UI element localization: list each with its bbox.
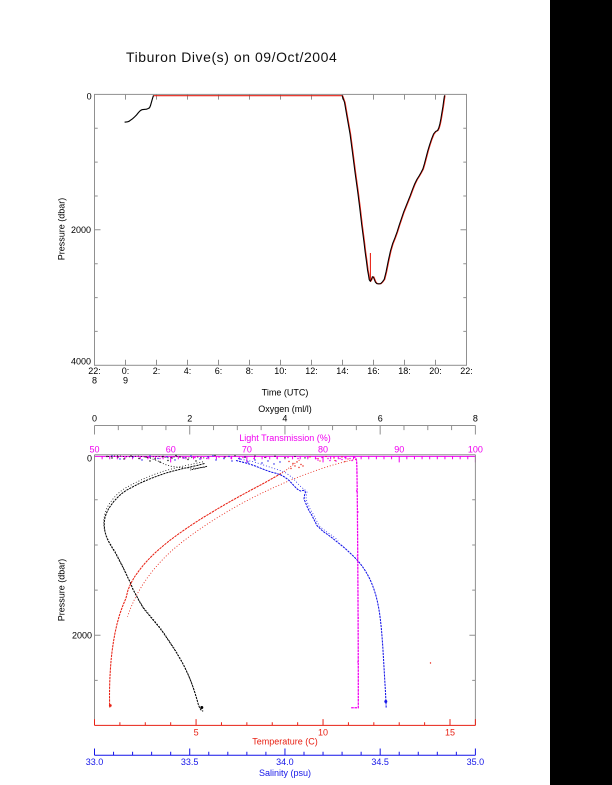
svg-text:18:: 18: [398, 366, 411, 376]
svg-text:70: 70 [242, 444, 252, 454]
svg-text:22:: 22: [460, 366, 473, 376]
svg-text:33.5: 33.5 [181, 757, 199, 767]
svg-text:2000: 2000 [72, 630, 92, 640]
svg-text:Temperature (C): Temperature (C) [252, 737, 318, 747]
svg-text:0: 0 [87, 91, 92, 101]
svg-text:16:: 16: [367, 366, 380, 376]
svg-text:0: 0 [87, 453, 92, 463]
svg-text:34.5: 34.5 [371, 757, 389, 767]
svg-text:2: 2 [187, 414, 192, 424]
svg-text:80: 80 [318, 444, 328, 454]
svg-text:12:: 12: [305, 366, 318, 376]
svg-text:6: 6 [378, 414, 383, 424]
svg-text:4: 4 [282, 414, 287, 424]
svg-text:Light Transmission (%): Light Transmission (%) [239, 433, 331, 443]
svg-text:90: 90 [394, 444, 404, 454]
svg-text:15: 15 [445, 727, 455, 737]
svg-text:35.0: 35.0 [467, 757, 485, 767]
svg-text:14:: 14: [336, 366, 349, 376]
svg-text:8: 8 [92, 376, 97, 386]
svg-text:Pressure (dbar): Pressure (dbar) [57, 559, 67, 622]
svg-text:5: 5 [194, 727, 199, 737]
svg-text:22:: 22: [88, 366, 101, 376]
svg-text:4000: 4000 [71, 357, 91, 367]
svg-text:50: 50 [89, 444, 99, 454]
svg-text:Tiburon Dive(s) on 09/Oct/2004: Tiburon Dive(s) on 09/Oct/2004 [126, 49, 337, 65]
svg-text:Time (UTC): Time (UTC) [262, 388, 309, 398]
svg-text:100: 100 [468, 444, 483, 454]
svg-text:8: 8 [473, 414, 478, 424]
svg-text:Salinity (psu): Salinity (psu) [259, 768, 311, 778]
svg-text:20:: 20: [429, 366, 442, 376]
svg-text:34.0: 34.0 [276, 757, 294, 767]
svg-text:6:: 6: [215, 366, 223, 376]
svg-text:2000: 2000 [71, 225, 91, 235]
svg-text:Pressure (dbar): Pressure (dbar) [57, 198, 67, 261]
svg-text:10: 10 [318, 727, 328, 737]
svg-text:33.0: 33.0 [86, 757, 104, 767]
svg-text:10:: 10: [274, 366, 287, 376]
svg-text:8:: 8: [246, 366, 254, 376]
svg-text:Oxygen (ml/l): Oxygen (ml/l) [258, 404, 312, 414]
svg-text:0:: 0: [122, 366, 130, 376]
svg-text:2:: 2: [153, 366, 161, 376]
svg-text:4:: 4: [184, 366, 192, 376]
svg-text:9: 9 [123, 376, 128, 386]
svg-text:0: 0 [92, 414, 97, 424]
svg-text:60: 60 [166, 444, 176, 454]
